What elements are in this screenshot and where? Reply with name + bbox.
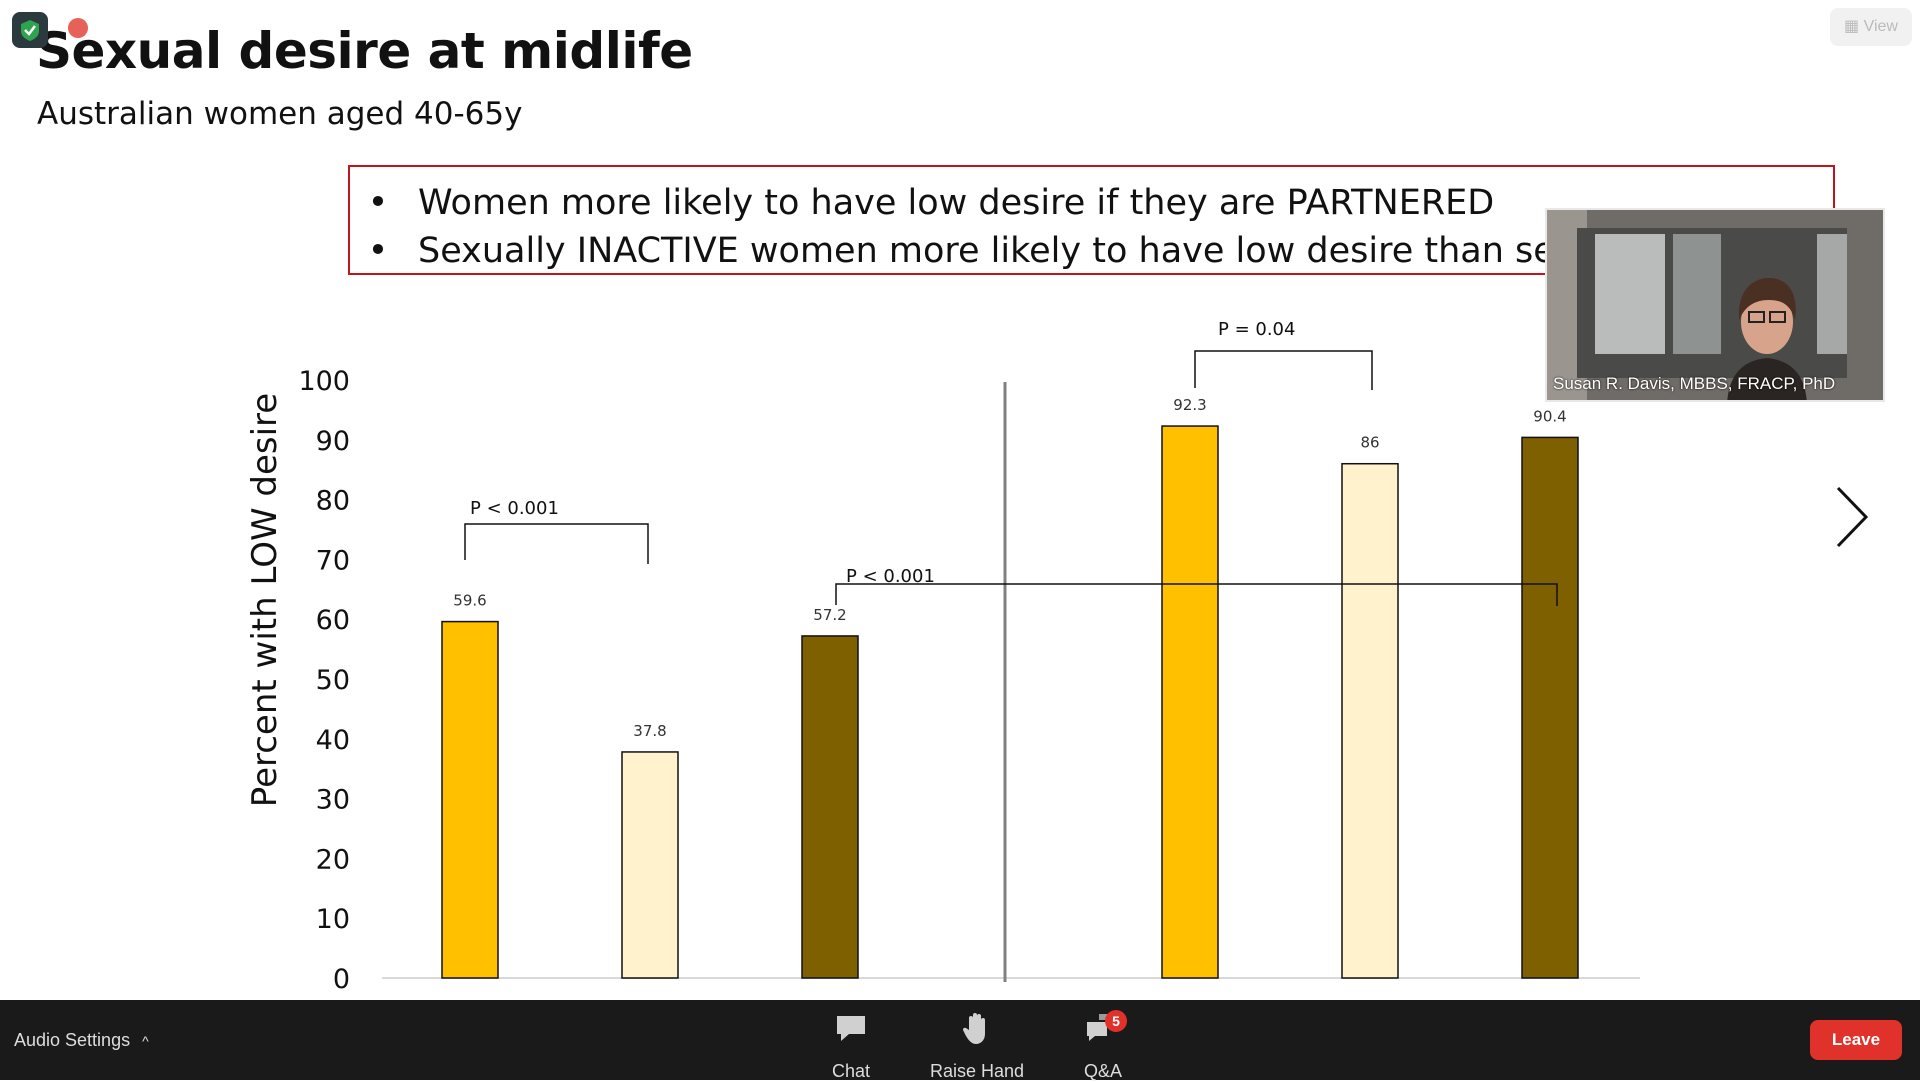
- bullet-icon: •: [367, 231, 389, 271]
- y-tick-label: 60: [316, 605, 350, 636]
- finding-text: Women more likely to have low desire if …: [418, 183, 1495, 223]
- bar-value-label: 37.8: [633, 722, 666, 740]
- bullet-icon: •: [367, 183, 389, 223]
- y-tick-label: 10: [316, 904, 350, 935]
- y-tick-label: 100: [298, 366, 350, 397]
- speaker-name: Susan R. Davis, MBBS, FRACP, PhD: [1553, 374, 1836, 393]
- raise-hand-button[interactable]: Raise Hand: [917, 1008, 1037, 1082]
- chevron-up-icon: ^: [142, 1033, 149, 1049]
- raise-hand-label: Raise Hand: [929, 1061, 1025, 1081]
- view-button[interactable]: ▦ View: [1830, 8, 1912, 46]
- y-tick-label: 80: [316, 486, 350, 517]
- slide-title: Sexual desire at midlife: [36, 22, 693, 80]
- finding-text: Sexually INACTIVE women more likely to h…: [418, 231, 1659, 271]
- audio-settings-button[interactable]: Audio Settings ^: [14, 1030, 149, 1051]
- bar-value-label: 57.2: [813, 606, 846, 624]
- chat-icon: [837, 1016, 865, 1041]
- qa-count-badge: 5: [1105, 1010, 1127, 1032]
- bar: [621, 751, 679, 979]
- chat-label: Chat: [831, 1061, 871, 1081]
- hand-icon: [962, 1013, 985, 1044]
- key-findings-box: • Women more likely to have low desire if…: [348, 165, 1835, 275]
- video-background: [1817, 234, 1847, 354]
- y-tick-label: 0: [333, 964, 350, 995]
- video-background: [1595, 234, 1665, 354]
- significance-bracket: [464, 523, 649, 564]
- grid-icon: ▦: [1844, 18, 1860, 35]
- leave-button[interactable]: Leave: [1810, 1020, 1902, 1060]
- bar-value-label: 92.3: [1173, 396, 1206, 414]
- speaker-avatar: [1727, 278, 1807, 400]
- y-tick-label: 40: [316, 725, 350, 756]
- findings-list: • Women more likely to have low desire if…: [364, 179, 1659, 273]
- chat-button[interactable]: Chat: [791, 1008, 911, 1082]
- bar-value-label: 59.6: [453, 592, 486, 610]
- bar: [1521, 436, 1579, 979]
- bar: [801, 635, 859, 979]
- video-background: [1673, 234, 1721, 354]
- presentation-slide: Sexual desire at midlife Australian wome…: [36, 22, 1876, 995]
- security-shield-icon[interactable]: [12, 12, 48, 48]
- speaker-video-thumbnail[interactable]: Susan R. Davis, MBBS, FRACP, PhD: [1545, 208, 1885, 402]
- y-tick-label: 20: [316, 844, 350, 875]
- qa-button[interactable]: 5 Q&A: [1043, 1008, 1163, 1082]
- audio-settings-label: Audio Settings: [14, 1030, 131, 1050]
- significance-bracket: [835, 583, 1558, 606]
- next-slide-arrow-icon[interactable]: [1826, 482, 1876, 552]
- y-tick-label: 90: [316, 426, 350, 457]
- y-tick-label: 50: [316, 665, 350, 696]
- bar-chart: 0 10 20 30 40 50 60 70 80 90 100 59.6 37.8 57.2 92.3 86…: [298, 319, 1640, 995]
- slide-subtitle: Australian women aged 40-65y: [37, 96, 523, 132]
- y-tick-label: 70: [316, 545, 350, 576]
- bar: [441, 620, 499, 979]
- p-value-annotation: P < 0.001: [846, 566, 935, 587]
- bar: [1341, 462, 1399, 979]
- meeting-toolbar: Audio Settings ^ Chat Raise Hand 5 Q&A Le…: [0, 1000, 1920, 1082]
- bar-value-label: 90.4: [1533, 407, 1566, 425]
- bar-value-label: 86: [1360, 434, 1379, 452]
- finding-item: • Women more likely to have low desire if…: [364, 179, 1659, 227]
- y-tick-label: 30: [316, 785, 350, 816]
- view-button-label: View: [1863, 18, 1898, 35]
- significance-bracket: [1194, 350, 1373, 390]
- qa-label: Q&A: [1083, 1061, 1122, 1081]
- p-value-annotation: P = 0.04: [1218, 319, 1295, 340]
- p-value-annotation: P < 0.001: [470, 498, 559, 519]
- finding-item: • Sexually INACTIVE women more likely to …: [364, 227, 1659, 273]
- recording-indicator-icon: [68, 18, 88, 38]
- bar: [1161, 425, 1219, 979]
